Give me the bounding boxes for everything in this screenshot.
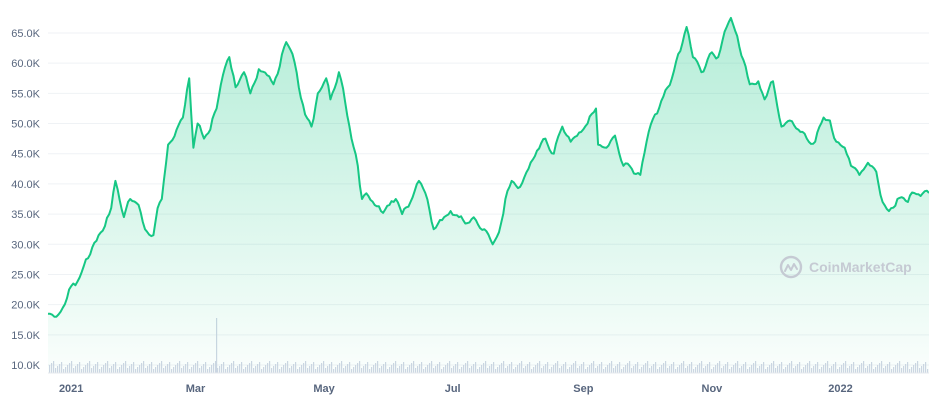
y-tick-label: 10.0K xyxy=(11,360,40,372)
x-tick-label: 2021 xyxy=(59,383,83,395)
watermark-text: CoinMarketCap xyxy=(809,259,912,275)
coinmarketcap-watermark: CoinMarketCap xyxy=(779,255,912,279)
y-tick-label: 55.0K xyxy=(11,88,40,100)
coinmarketcap-logo-mark xyxy=(784,263,798,272)
y-tick-label: 60.0K xyxy=(11,58,40,70)
y-tick-label: 35.0K xyxy=(11,209,40,221)
x-tick-label: 2022 xyxy=(828,383,852,395)
coinmarketcap-logo-icon xyxy=(779,255,803,279)
y-tick-label: 20.0K xyxy=(11,300,40,312)
y-tick-label: 45.0K xyxy=(11,149,40,161)
y-tick-label: 40.0K xyxy=(11,179,40,191)
y-tick-label: 30.0K xyxy=(11,239,40,251)
x-tick-label: Nov xyxy=(702,383,724,395)
price-line xyxy=(47,16,929,318)
y-axis: 10.0K 15.0K 20.0K 25.0K 30.0K 35.0K 40.0K 45.0K… xyxy=(11,28,40,372)
y-tick-label: 50.0K xyxy=(11,119,40,131)
x-tick-label: Mar xyxy=(186,383,206,395)
y-tick-label: 15.0K xyxy=(11,330,40,342)
x-axis: 2021 Mar May Jul Sep Nov 2022 xyxy=(48,372,929,395)
x-tick-label: May xyxy=(313,383,335,395)
price-area xyxy=(48,17,929,374)
x-tick-label: Jul xyxy=(445,383,461,395)
y-tick-label: 65.0K xyxy=(11,28,40,40)
y-tick-label: 25.0K xyxy=(11,269,40,281)
x-tick-label: Sep xyxy=(573,383,593,395)
